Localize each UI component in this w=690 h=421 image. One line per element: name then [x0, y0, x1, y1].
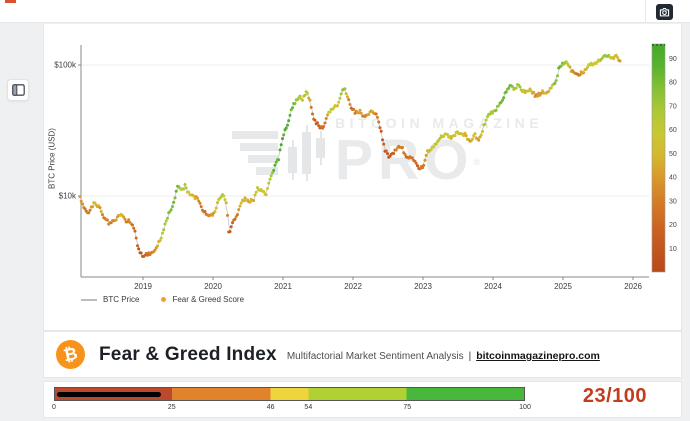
gauge-tick-label: 100: [519, 404, 531, 411]
svg-text:80: 80: [669, 80, 677, 87]
watermark: BITCOIN MAGAZINE PRO®: [232, 116, 543, 189]
chart-legend: BTC Price Fear & Greed Score: [81, 295, 244, 304]
watermark-brand: BITCOIN MAGAZINE: [335, 115, 544, 131]
gauge-value-readout: 23/100: [582, 385, 647, 407]
legend-line-swatch: [81, 298, 97, 301]
legend-dot-swatch: [161, 297, 167, 302]
toolbar-divider: [645, 0, 646, 23]
site-link[interactable]: bitcoinmagazinepro.com: [476, 350, 600, 362]
svg-text:70: 70: [669, 103, 677, 110]
y-axis-label: BTC Price (USD): [47, 128, 57, 189]
svg-text:40: 40: [669, 175, 677, 182]
chart-card: BITCOIN MAGAZINE PRO® $100k $10k 2019 2020 2…: [43, 24, 682, 331]
gauge-tick-label: 46: [266, 404, 275, 411]
left-rail: [0, 24, 43, 421]
bitcoin-logo: ₿: [53, 337, 88, 372]
legend-label: BTC Price: [103, 295, 140, 304]
svg-text:$10k: $10k: [59, 192, 77, 201]
page-subtitle-group: Multifactorial Market Sentiment Analysis…: [287, 350, 600, 362]
svg-text:2021: 2021: [274, 282, 292, 291]
page-subtitle: Multifactorial Market Sentiment Analysis: [286, 350, 464, 362]
subtitle-separator: |: [468, 350, 472, 362]
gauge-tick-label: 75: [403, 404, 412, 411]
screenshot-button[interactable]: [656, 4, 673, 20]
svg-text:2024: 2024: [484, 282, 502, 291]
watermark-pro: PRO®: [335, 128, 481, 192]
gauge-value-indicator: [57, 392, 162, 397]
watermark-text: BITCOIN MAGAZINE PRO®: [335, 116, 543, 189]
page-title: Fear & Greed Index: [99, 343, 277, 365]
registered-mark: ®: [473, 157, 481, 167]
svg-text:2025: 2025: [554, 282, 572, 291]
legend-item-fear-greed: Fear & Greed Score: [161, 295, 244, 304]
svg-text:30: 30: [669, 198, 677, 205]
svg-text:2022: 2022: [344, 282, 362, 291]
gauge-card: 0 25 46 54 75 100 23/100: [43, 381, 682, 418]
svg-text:2020: 2020: [204, 282, 222, 291]
legend-label: Fear & Greed Score: [172, 295, 245, 304]
svg-text:2023: 2023: [414, 282, 432, 291]
svg-text:2019: 2019: [134, 282, 152, 291]
camera-icon: [659, 8, 670, 17]
gauge-tick-label: 54: [304, 404, 313, 411]
svg-text:60: 60: [669, 127, 677, 134]
top-toolbar: [0, 0, 690, 23]
svg-text:20: 20: [669, 222, 677, 229]
legend-item-btc-price: BTC Price: [81, 295, 139, 304]
sidebar-layout-icon: [11, 84, 25, 96]
sidebar-toggle-button[interactable]: [7, 79, 29, 101]
svg-text:50: 50: [669, 151, 677, 158]
index-header-card: ₿ Fear & Greed Index Multifactorial Mark…: [43, 331, 682, 378]
svg-text:10: 10: [669, 246, 677, 253]
svg-text:90: 90: [669, 56, 677, 63]
svg-text:2026: 2026: [624, 282, 642, 291]
gauge-tick-label: 0: [52, 404, 56, 411]
watermark-candles-icon: [288, 124, 325, 182]
fear-greed-gauge: [54, 387, 525, 401]
loading-indicator: [5, 0, 16, 3]
watermark-stripes-icon: [232, 130, 278, 175]
svg-text:$100k: $100k: [54, 61, 77, 70]
gauge-tick-label: 25: [167, 404, 176, 411]
